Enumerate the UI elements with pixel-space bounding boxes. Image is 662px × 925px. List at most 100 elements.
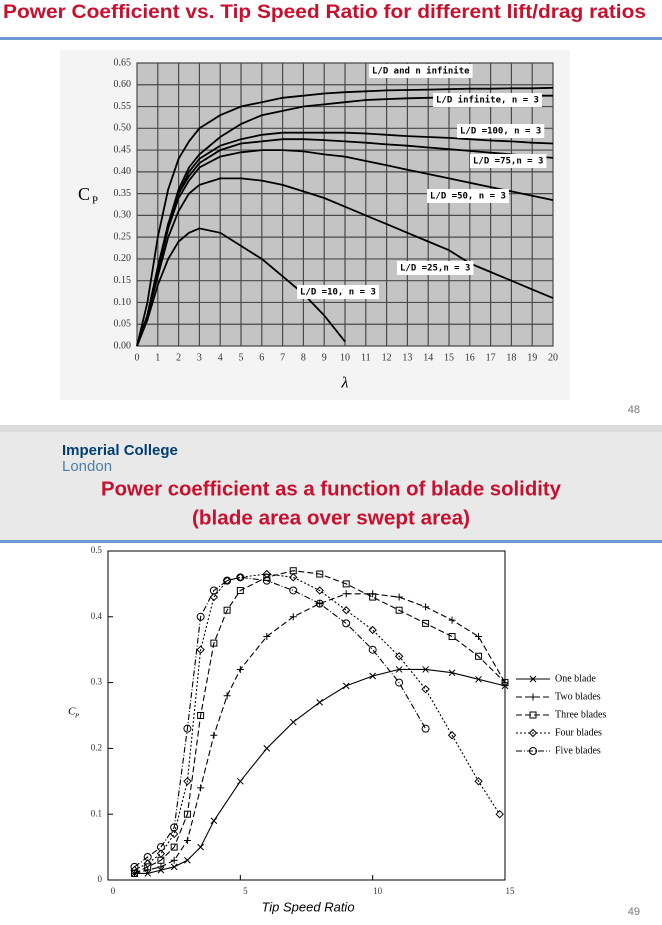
x-tick-label: 16 — [465, 352, 475, 363]
slide-title: (blade area over swept area) — [192, 507, 470, 529]
marker — [474, 777, 483, 786]
x-tick-label: 14 — [423, 352, 433, 363]
series-label: L/D =10, n = 3 — [300, 288, 376, 298]
legend-label: One blade — [555, 673, 596, 684]
x-tick-label: 4 — [218, 352, 223, 363]
y-tick-label: 0.00 — [114, 340, 132, 351]
marker — [341, 606, 351, 615]
series-line — [136, 149, 554, 347]
marker — [197, 712, 205, 719]
x-tick-label: 12 — [382, 352, 392, 363]
marker — [183, 724, 192, 733]
legend-marker — [529, 747, 537, 755]
x-tick-label: 8 — [301, 352, 306, 363]
marker — [369, 593, 377, 601]
marker — [315, 599, 324, 608]
series-label: L/D =75,n = 3 — [473, 157, 543, 167]
marker — [210, 817, 218, 825]
label-box — [297, 285, 379, 299]
x-tick-label: 17 — [486, 352, 496, 363]
label-box — [397, 261, 474, 275]
y-tick-label: 0.60 — [114, 79, 132, 90]
marker — [170, 856, 178, 864]
marker — [422, 619, 430, 627]
marker — [223, 606, 231, 614]
y-tick-label: 0.45 — [114, 144, 132, 155]
slide-header — [0, 432, 662, 540]
marker — [170, 823, 179, 832]
x-tick-label: 15 — [506, 886, 516, 896]
marker — [448, 633, 456, 641]
x-axis-label: λ — [341, 375, 349, 392]
marker — [262, 576, 271, 585]
x-tick-label: 20 — [548, 352, 558, 363]
x-tick-label: 5 — [243, 886, 248, 896]
marker — [183, 810, 191, 818]
legend-marker — [529, 693, 537, 701]
marker — [156, 843, 165, 852]
marker — [422, 603, 430, 611]
series-label: L/D and n infinite — [372, 66, 470, 77]
marker — [130, 865, 139, 875]
marker — [368, 625, 377, 635]
y-tick-label: 0.05 — [114, 319, 132, 330]
y-tick-label: 0.55 — [114, 101, 132, 112]
x-tick-label: 18 — [506, 352, 516, 363]
series-line — [134, 573, 501, 871]
marker — [395, 666, 403, 673]
series-line — [134, 576, 427, 868]
y-axis-label: C — [68, 706, 76, 718]
marker — [448, 669, 456, 677]
marker — [421, 724, 430, 733]
x-tick-label: 11 — [361, 352, 371, 363]
marker — [475, 652, 483, 660]
marker — [289, 718, 297, 726]
marker — [143, 852, 152, 861]
plot-area — [107, 550, 506, 881]
marker — [421, 684, 430, 694]
marker — [197, 784, 205, 792]
label-box — [470, 154, 547, 168]
marker — [210, 639, 218, 647]
marker — [501, 679, 509, 687]
marker — [475, 633, 483, 641]
marker — [395, 593, 403, 601]
y-tick-label: 0.5 — [91, 545, 103, 555]
x-tick-label: 10 — [340, 352, 350, 363]
marker — [183, 837, 191, 845]
x-axis-label: Tip Speed Ratio — [261, 899, 354, 914]
x-tick-label: 7 — [280, 352, 285, 363]
marker — [316, 698, 324, 706]
y-tick-label: 0 — [98, 874, 103, 884]
x-tick-label: 0 — [135, 352, 140, 363]
marker — [342, 580, 350, 588]
x-tick-label: 5 — [239, 352, 244, 363]
page-number: 49 — [628, 906, 640, 918]
x-tick-label: 10 — [373, 886, 383, 896]
marker — [184, 856, 191, 864]
marker — [289, 613, 297, 621]
x-tick-label: 2 — [176, 352, 181, 363]
series-line — [136, 138, 554, 347]
x-tick-label: 9 — [322, 352, 327, 363]
marker — [263, 745, 271, 752]
page-number: 48 — [628, 404, 640, 416]
legend-marker — [529, 675, 537, 683]
marker — [209, 592, 219, 602]
legend-marker — [529, 711, 537, 719]
y-tick-label: 0.65 — [114, 57, 132, 68]
marker — [130, 862, 139, 871]
series-label: L/D infinite, n = 3 — [436, 95, 539, 106]
x-tick-label: 19 — [527, 352, 537, 363]
marker — [236, 777, 244, 785]
legend-label: Four blades — [555, 727, 602, 738]
logo: London — [62, 458, 112, 475]
slide-title: Power Coefficient vs. Tip Speed Ratio fo… — [3, 2, 646, 23]
y-tick-label: 0.20 — [114, 253, 132, 264]
legend-marker — [528, 728, 538, 738]
x-tick-label: 1 — [155, 352, 160, 363]
x-tick-label: 0 — [111, 886, 116, 896]
marker — [196, 645, 205, 654]
x-tick-label: 3 — [197, 352, 202, 363]
